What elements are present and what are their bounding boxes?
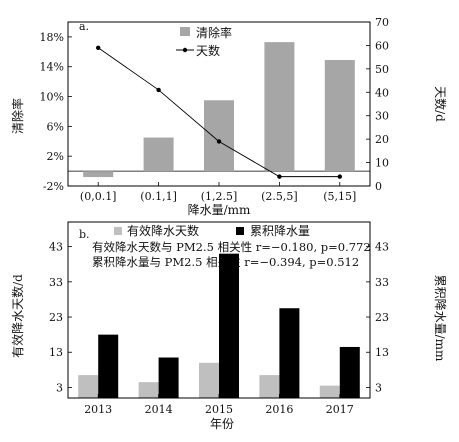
panel-b-frame [67, 221, 371, 399]
b-xtick-label: 2015 [205, 403, 233, 416]
a-line-point [156, 87, 161, 93]
a-ytick-label: 18% [40, 31, 64, 44]
a-line-point [277, 174, 282, 179]
legend-precip-label: 累积降水量 [250, 224, 310, 238]
b-bar-days [199, 362, 219, 398]
b-bar-precip [279, 308, 300, 398]
b-bar-days [259, 375, 280, 398]
legend-precip-swatch [236, 227, 244, 235]
a-bar [143, 137, 174, 172]
b-ylabel: 有效降水天数/d [10, 274, 25, 358]
b-bar-days [138, 382, 159, 398]
b-ticks: 3 13 23 33 43 3 13 23 33 43 2013 2014 2015 2016 2017 [49, 241, 389, 416]
a-ylabel: 清除率 [10, 98, 25, 134]
b-ytick-right-label: 43 [375, 241, 389, 254]
a-ytick-right-label: 30 [375, 110, 389, 123]
b-ytick-label: 3 [56, 381, 63, 394]
a-ytick-right-label: 50 [375, 63, 389, 76]
b-ytick-label: 13 [49, 346, 63, 359]
a-ytick-label: 10% [40, 91, 64, 104]
a-xtick-label: (0.1,1] [140, 190, 177, 203]
a-ytick-right-label: 0 [375, 180, 382, 193]
b-bar-days [319, 385, 340, 398]
a-bars [68, 42, 370, 178]
a-xtick-label: (1,2.5] [201, 190, 238, 203]
panel-a-frame [67, 21, 371, 187]
a-ytick-label: 6% [47, 120, 64, 133]
a-bar [264, 42, 295, 172]
a-ylabel-right: 天数/d [433, 86, 448, 122]
b-bar-precip [158, 357, 179, 398]
a-xtick-label: (0,0.1] [80, 190, 117, 203]
b-xlabel: 年份 [210, 417, 234, 431]
b-bar-precip [219, 253, 239, 398]
legend-days-swatch [114, 227, 122, 235]
a-xtick-label: (5,15] [323, 190, 356, 203]
legend-bar-swatch [180, 27, 190, 36]
b-ylabel-right: 累积降水量/mm [433, 275, 447, 362]
a-ytick-right-label: 20 [375, 133, 389, 146]
panel-a: a. 清除率 天数 -2% 2% 6% 10% 14% 18% 0 10 20 30 40 50 60 7… [10, 16, 448, 217]
a-line-point [96, 45, 101, 50]
b-bar-precip [339, 346, 360, 398]
panel-b: b. 有效降水天数 累积降水量 有效降水天数与 PM2.5 相关性 r=−0.1… [10, 221, 447, 431]
b-ytick-label: 43 [49, 241, 63, 254]
b-xtick-label: 2017 [326, 403, 354, 416]
b-bars [78, 253, 360, 398]
a-bar [83, 171, 114, 178]
b-xtick-label: 2016 [265, 403, 293, 416]
a-xlabel: 降水量/mm [188, 203, 251, 217]
b-ytick-right-label: 23 [375, 311, 389, 324]
a-ticks: -2% 2% 6% 10% 14% 18% 0 10 20 30 40 50 60 70 (0,0.1] (0… [40, 16, 389, 203]
a-ytick-label: 14% [40, 61, 64, 74]
legend-line-label: 天数 [196, 43, 220, 58]
annotation-days-correlation: 有效降水天数与 PM2.5 相关性 r=−0.180, p=0.772 [92, 240, 371, 254]
legend-bar-label: 清除率 [196, 25, 232, 40]
b-ytick-label: 33 [49, 276, 63, 289]
b-bar-precip [98, 334, 119, 398]
a-xtick-label: (2.5,5] [261, 190, 298, 203]
legend-line-marker [182, 47, 188, 53]
a-ytick-label: 2% [47, 150, 64, 163]
a-ytick-right-label: 40 [375, 86, 389, 99]
b-ytick-label: 23 [49, 311, 63, 324]
a-line-point [337, 174, 342, 179]
a-line-point [216, 139, 222, 144]
a-bar [204, 100, 234, 172]
a-ytick-right-label: 10 [375, 157, 389, 170]
b-ytick-right-label: 33 [375, 276, 389, 289]
b-ytick-right-label: 13 [375, 346, 389, 359]
b-ytick-right-label: 3 [375, 381, 382, 394]
a-line [96, 45, 342, 179]
a-ytick-right-label: 60 [375, 39, 389, 52]
panel-a-label: a. [79, 20, 89, 33]
a-bar [324, 60, 355, 172]
b-xtick-label: 2014 [145, 403, 173, 416]
panel-b-label: b. [79, 228, 90, 241]
a-ytick-right-label: 70 [375, 16, 389, 29]
legend-days-label: 有效降水天数 [127, 223, 199, 238]
b-xtick-label: 2013 [84, 403, 112, 416]
a-ytick-label: -2% [43, 180, 64, 193]
b-bar-days [78, 375, 99, 398]
